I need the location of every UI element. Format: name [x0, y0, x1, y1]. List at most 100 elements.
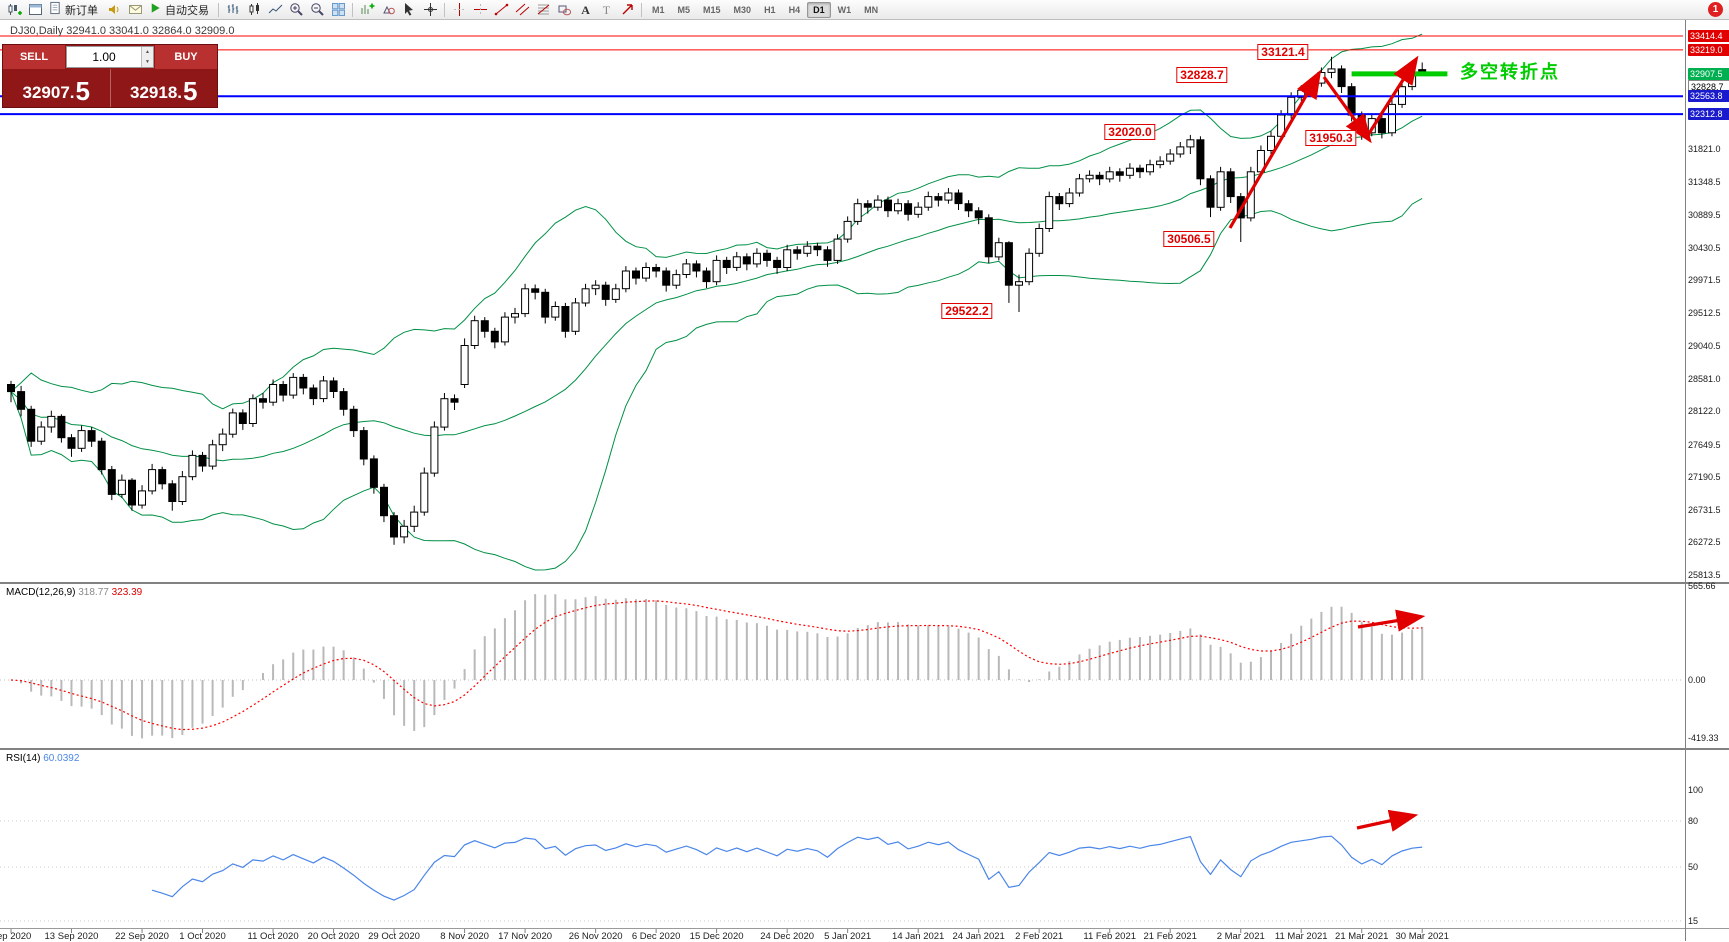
- svg-text:A: A: [581, 3, 590, 17]
- play-icon: [148, 1, 162, 18]
- candlestick-series: [7, 56, 1427, 545]
- fibonacci-icon[interactable]: [533, 1, 553, 18]
- arrows-icon[interactable]: [617, 1, 637, 18]
- buy-price-big-digit: 5: [183, 76, 198, 106]
- new-chart-icon[interactable]: [4, 1, 24, 18]
- indicator-axis-label: 15: [1688, 916, 1699, 926]
- macd-main-value: 318.77: [78, 587, 109, 598]
- candlestick-chart-icon[interactable]: [244, 1, 264, 18]
- new-order-button[interactable]: 新订单: [46, 1, 103, 18]
- price-axis-label: 32312.8: [1688, 108, 1729, 120]
- toolbar: 新订单 自动交易 A T M1 M5 M15 M30 H1 H4 D1 W1 MN 1: [0, 0, 1729, 20]
- price-callout[interactable]: 30506.5: [1163, 231, 1215, 247]
- autotrading-button[interactable]: 自动交易: [146, 1, 214, 18]
- tile-windows-icon[interactable]: [328, 1, 348, 18]
- price-callout[interactable]: 29522.2: [941, 303, 993, 319]
- date-label: 22 Sep 2020: [115, 931, 169, 942]
- notifications-badge[interactable]: 1: [1708, 2, 1723, 17]
- date-label: 20 Oct 2020: [307, 931, 360, 942]
- date-label: Sep 2020: [0, 931, 32, 942]
- zoom-in-icon[interactable]: [286, 1, 306, 18]
- zoom-out-icon[interactable]: [307, 1, 327, 18]
- sound-icon[interactable]: [104, 1, 124, 18]
- autotrading-button-label: 自动交易: [165, 4, 209, 17]
- trend-arrow[interactable]: [1366, 55, 1419, 136]
- date-label: 15 Dec 2020: [689, 931, 744, 942]
- objects-icon[interactable]: [378, 1, 398, 18]
- volume-input[interactable]: [67, 47, 141, 67]
- toolbar-separator: [444, 2, 445, 17]
- date-label: 26 Nov 2020: [568, 931, 623, 942]
- timeframe-mn-button[interactable]: MN: [864, 4, 879, 15]
- chart-plot[interactable]: [0, 20, 1729, 941]
- chart-area[interactable]: DJ30,Daily 32941.0 33041.0 32864.0 32909…: [0, 20, 1729, 942]
- timeframe-m30-button[interactable]: M30: [733, 4, 752, 15]
- text-label-icon[interactable]: T: [596, 1, 616, 18]
- new-order-button-label: 新订单: [65, 4, 98, 17]
- price-callout[interactable]: 32020.0: [1104, 124, 1156, 140]
- timeframe-w1-button[interactable]: W1: [837, 4, 852, 15]
- buy-price[interactable]: 32918. 5: [111, 69, 218, 107]
- date-label: 30 Mar 2021: [1395, 931, 1449, 942]
- gridlines: [0, 679, 1683, 933]
- rsi-panel: [151, 835, 1423, 901]
- indicator-axis-label: 50: [1688, 862, 1699, 872]
- timeframe-d1-button[interactable]: D1: [807, 1, 831, 18]
- spinner-down-icon[interactable]: ▼: [142, 57, 153, 67]
- horizontal-line-objects[interactable]: [0, 35, 1683, 116]
- buy-price-main: 32918.: [130, 83, 183, 102]
- rsi-name: RSI(14): [6, 753, 41, 764]
- indicators-icon[interactable]: [357, 1, 377, 18]
- symbol-title: DJ30,Daily 32941.0 33041.0 32864.0 32909…: [10, 25, 235, 37]
- macd-name: MACD(12,26,9): [6, 587, 76, 598]
- text-icon[interactable]: A: [575, 1, 595, 18]
- price-axis-label: 26272.5: [1688, 537, 1721, 547]
- indicator-axis-label: -419.33: [1688, 733, 1719, 743]
- timeframe-m5-button[interactable]: M5: [677, 4, 691, 15]
- trend-arrow[interactable]: [1322, 76, 1372, 144]
- timeframe-h4-button[interactable]: H4: [788, 4, 801, 15]
- price-axis-label: 26731.5: [1688, 505, 1721, 515]
- date-label: 24 Jan 2021: [952, 931, 1005, 942]
- panel-separator[interactable]: [0, 582, 1729, 584]
- date-label: 5 Jan 2021: [824, 931, 872, 942]
- timeframe-h1-button[interactable]: H1: [764, 4, 776, 15]
- spinner-up-icon[interactable]: ▲: [142, 47, 153, 57]
- news-icon[interactable]: [125, 1, 145, 18]
- price-axis-label: 31348.5: [1688, 177, 1721, 187]
- trend-arrow[interactable]: [1356, 809, 1419, 832]
- buy-button[interactable]: BUY: [155, 45, 217, 69]
- date-label: 21 Mar 2021: [1335, 931, 1389, 942]
- volume-spinner[interactable]: ▲ ▼: [141, 47, 153, 67]
- price-axis-label: 30889.5: [1688, 210, 1721, 220]
- cursor-icon[interactable]: [399, 1, 419, 18]
- macd-signal-value: 323.39: [111, 587, 143, 598]
- crosshair-icon[interactable]: [420, 1, 440, 18]
- chart-window-icon[interactable]: [25, 1, 45, 18]
- drawn-objects[interactable]: [1228, 55, 1448, 832]
- turning-point-note[interactable]: 多空转折点: [1460, 62, 1560, 82]
- panel-separator[interactable]: [0, 748, 1729, 750]
- shapes-icon[interactable]: [554, 1, 574, 18]
- bar-chart-icon[interactable]: [223, 1, 243, 18]
- date-label: 1 Oct 2020: [179, 931, 226, 942]
- trend-arrow[interactable]: [1357, 609, 1426, 632]
- time-axis-separator: [0, 928, 1729, 929]
- horizontal-line-icon[interactable]: [470, 1, 490, 18]
- price-axis-label: 27649.5: [1688, 440, 1721, 450]
- vertical-line-icon[interactable]: [449, 1, 469, 18]
- trendline-icon[interactable]: [491, 1, 511, 18]
- line-chart-icon[interactable]: [265, 1, 285, 18]
- price-callout[interactable]: 31950.3: [1305, 130, 1357, 146]
- macd-panel: [10, 594, 1424, 739]
- date-label: 2 Mar 2021: [1216, 931, 1265, 942]
- sell-price[interactable]: 32907. 5: [3, 69, 111, 107]
- equidistant-channel-icon[interactable]: [512, 1, 532, 18]
- rsi-indicator-label: RSI(14) 60.0392: [6, 753, 79, 764]
- timeframe-m1-button[interactable]: M1: [652, 4, 665, 15]
- price-callout[interactable]: 32828.7: [1176, 67, 1228, 83]
- price-callout[interactable]: 33121.4: [1257, 44, 1309, 60]
- sell-button[interactable]: SELL: [3, 45, 65, 69]
- timeframe-m15-button[interactable]: M15: [703, 4, 721, 15]
- trend-arrow[interactable]: [1228, 69, 1322, 229]
